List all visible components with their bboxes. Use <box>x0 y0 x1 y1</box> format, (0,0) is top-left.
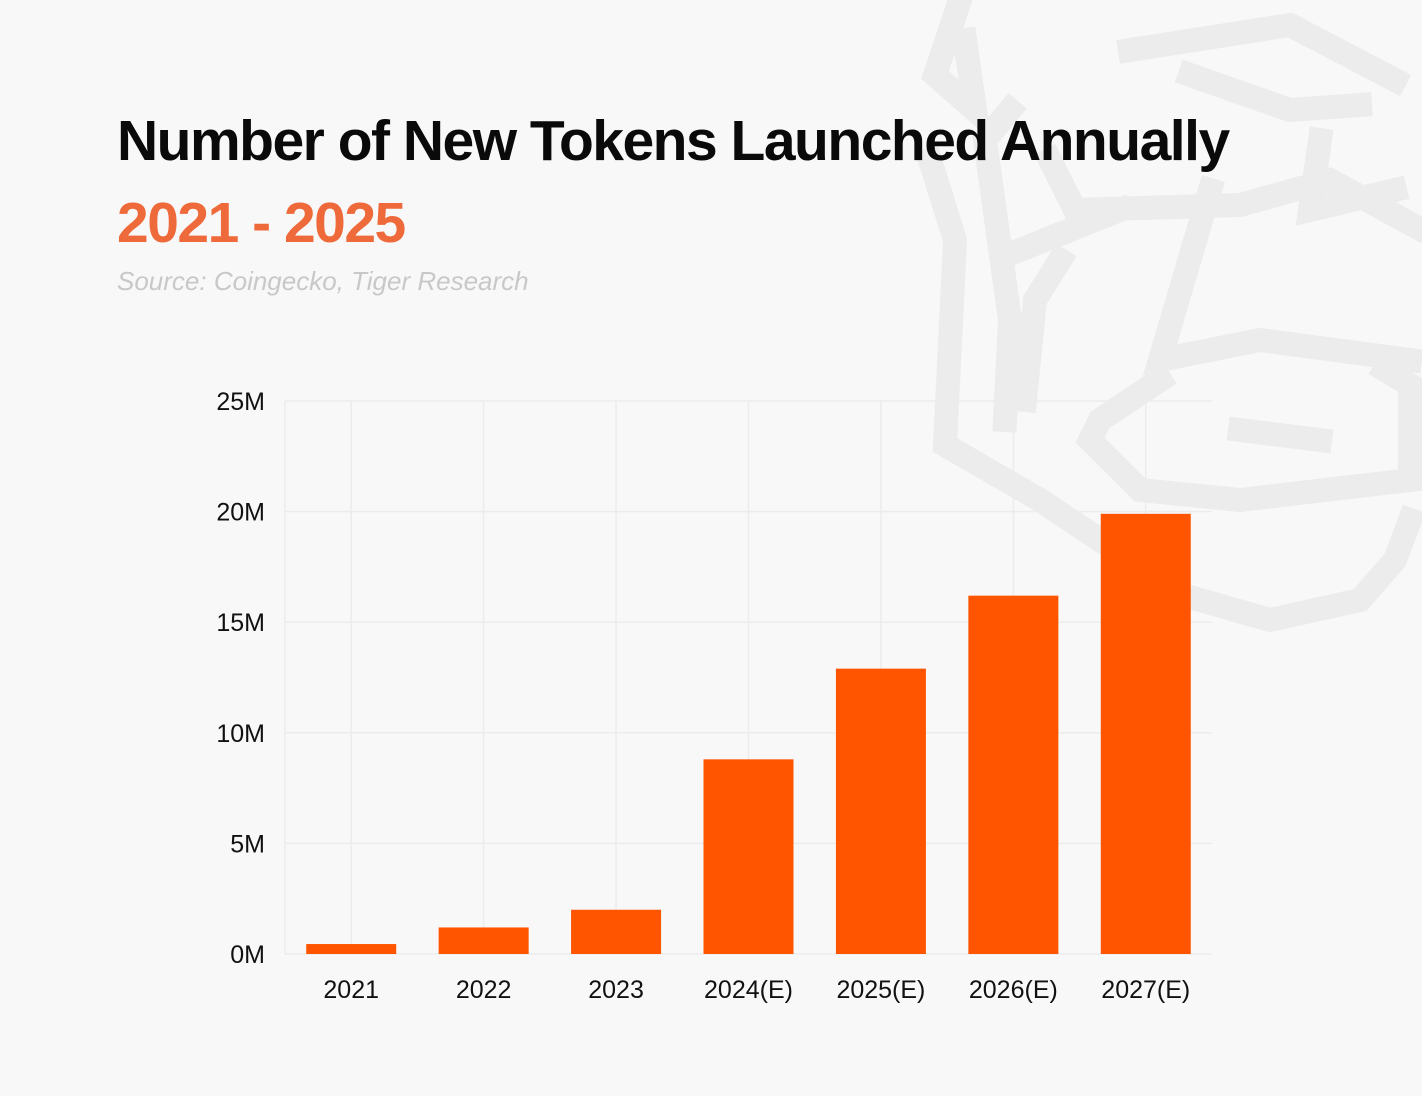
x-tick-label: 2025(E) <box>836 976 925 1004</box>
y-tick-label: 25M <box>216 388 265 416</box>
bar-2026e <box>968 595 1059 954</box>
bar-2021 <box>306 944 397 954</box>
y-tick-label: 5M <box>230 830 265 858</box>
x-axis-labels: 2021 2022 2023 2024(E) 2025(E) 2026(E) 2027(E) <box>323 976 1190 1004</box>
bar-2025e <box>835 668 926 954</box>
bar-2024e <box>703 759 794 954</box>
bar-2023 <box>571 909 662 954</box>
y-tick-label: 10M <box>216 720 265 748</box>
y-tick-label: 0M <box>230 941 265 969</box>
x-tick-label: 2023 <box>588 976 644 1004</box>
bar-2027e <box>1100 513 1191 954</box>
y-axis-labels: 0M 5M 10M 15M 20M 25M <box>216 388 265 969</box>
source-note: Source: Coingecko, Tiger Research <box>117 266 529 296</box>
x-tick-label: 2021 <box>323 976 379 1004</box>
y-tick-label: 15M <box>216 609 265 637</box>
bars <box>306 513 1191 954</box>
y-tick-label: 20M <box>216 499 265 527</box>
chart-title: Number of New Tokens Launched Annually <box>117 109 1230 173</box>
x-tick-label: 2027(E) <box>1101 976 1190 1004</box>
x-tick-label: 2026(E) <box>969 976 1058 1004</box>
x-tick-label: 2024(E) <box>704 976 793 1004</box>
chart-subtitle: 2021 - 2025 <box>117 191 406 255</box>
bar-2022 <box>438 927 529 954</box>
x-tick-label: 2022 <box>456 976 512 1004</box>
